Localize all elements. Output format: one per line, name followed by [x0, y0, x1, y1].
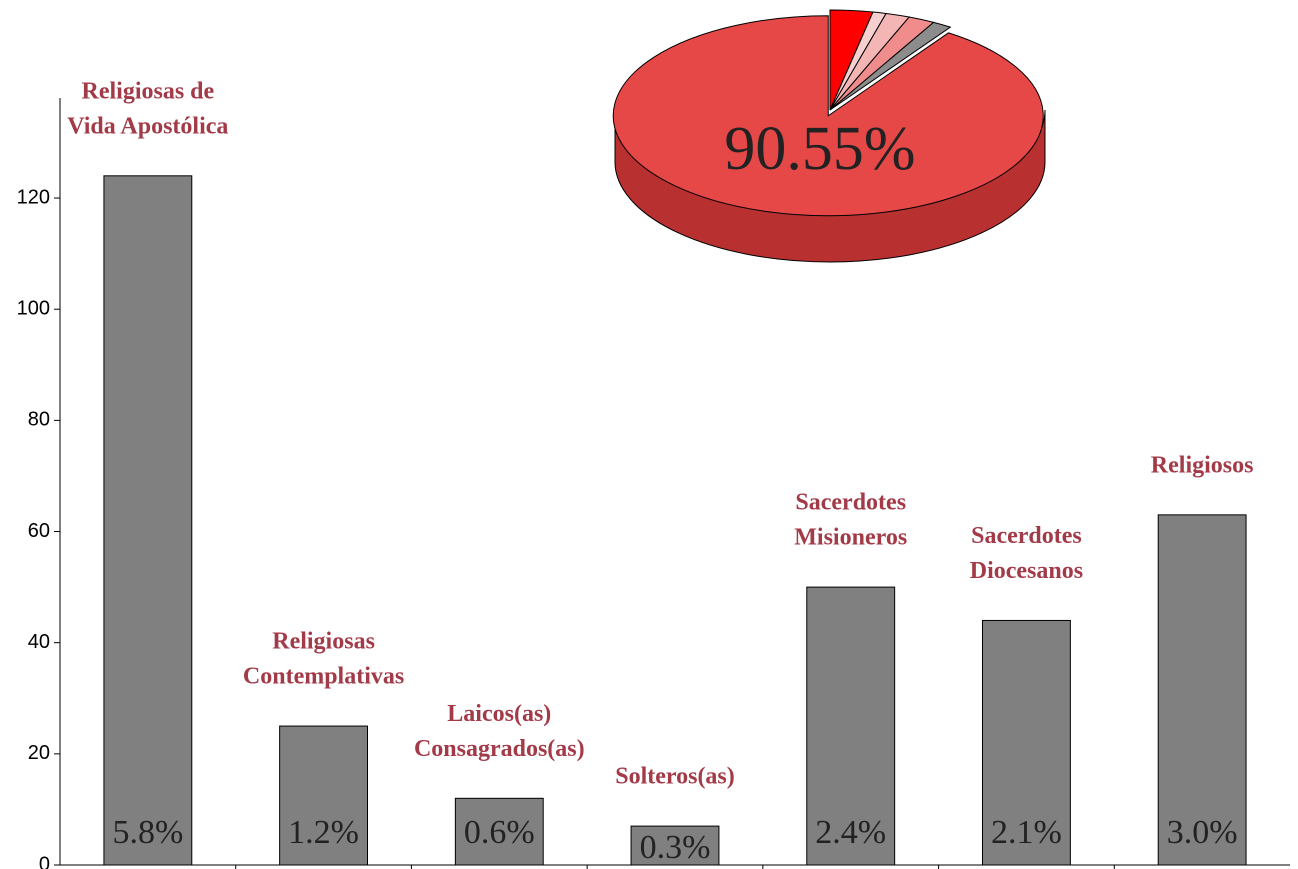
percent-label: 0.3%	[640, 829, 711, 866]
y-tick-label: 60	[28, 520, 50, 542]
pie-slice	[829, 21, 952, 111]
category-label: Sacerdotes	[795, 490, 906, 516]
category-label: Contemplativas	[243, 664, 404, 690]
category-label: Sacerdotes	[971, 523, 1082, 549]
y-tick-label: 40	[28, 631, 50, 653]
percent-label: 3.0%	[1167, 814, 1238, 851]
bar	[806, 586, 896, 866]
y-tick-label: 120	[17, 186, 50, 208]
y-tick-label: 0	[39, 853, 50, 869]
percent-label: 2.1%	[991, 814, 1062, 851]
percent-label: 2.4%	[815, 814, 886, 851]
percent-label: 1.2%	[288, 814, 359, 851]
category-label: Religiosos	[1151, 452, 1254, 478]
y-tick-label: 80	[28, 409, 50, 431]
bar	[454, 797, 544, 866]
y-tick-label: 20	[28, 742, 50, 764]
category-label: Vida Apostólica	[67, 113, 228, 139]
category-label: Religiosas de	[82, 78, 215, 104]
pie-slice	[612, 15, 1044, 217]
percent-label: 0.6%	[464, 814, 535, 851]
bar	[982, 619, 1071, 866]
percent-label: 5.8%	[112, 814, 183, 851]
y-tick-label: 100	[17, 297, 50, 319]
bar	[103, 175, 193, 866]
bar	[630, 825, 720, 866]
category-label: Consagrados(as)	[414, 736, 585, 762]
category-label: Religiosas	[272, 629, 375, 655]
category-label: Misioneros	[794, 525, 907, 551]
bar	[279, 725, 368, 866]
bar	[1157, 514, 1247, 866]
category-label: Laicos(as)	[447, 701, 551, 727]
pie-label: 90.55%	[724, 115, 915, 183]
category-label: Solteros(as)	[615, 764, 735, 790]
category-label: Diocesanos	[970, 558, 1083, 584]
